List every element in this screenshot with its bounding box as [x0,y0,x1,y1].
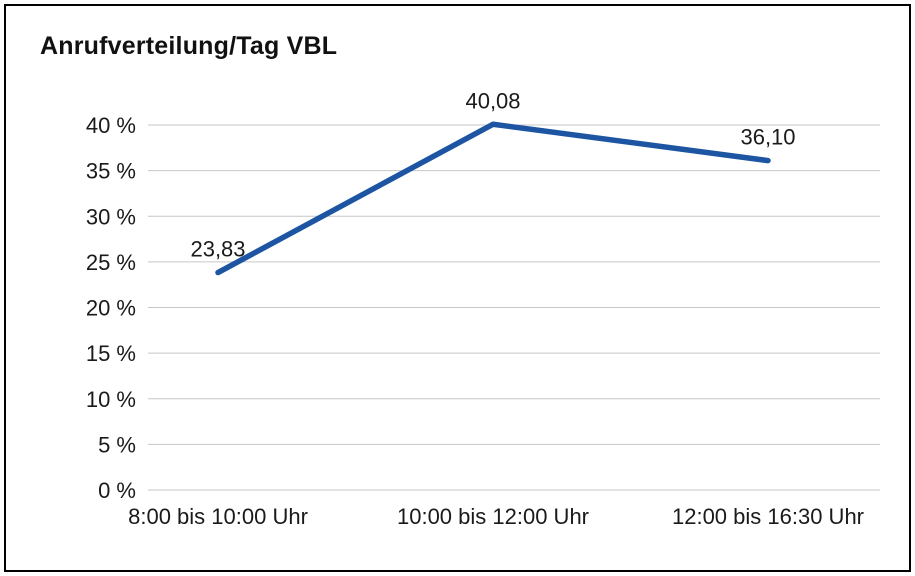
line-chart: 0 % 5 % 10 % 15 % 20 % 25 % 30 % 35 % 40 % 8:00 b… [86,88,880,529]
data-label: 40,08 [465,88,520,113]
y-axis-tick-label: 25 % [86,250,136,275]
y-axis-tick-label: 30 % [86,204,136,229]
y-axis-tick-label: 35 % [86,159,136,184]
y-axis-tick-label: 10 % [86,387,136,412]
y-axis-tick-label: 5 % [98,432,136,457]
chart-frame: Anrufverteilung/Tag VBL 0 % 5 % 10 % 15 % 20… [4,4,911,572]
y-axis-tick-label: 20 % [86,296,136,321]
x-axis-category-label: 12:00 bis 16:30 Uhr [672,504,864,529]
y-axis-tick-label: 40 % [86,113,136,138]
data-label: 23,83 [190,237,245,262]
chart-title: Anrufverteilung/Tag VBL [40,32,338,60]
data-series-line [215,121,771,276]
y-axis-tick-label: 0 % [98,478,136,503]
data-label: 36,10 [740,125,795,150]
y-axis-tick-label: 15 % [86,341,136,366]
x-axis-category-label: 10:00 bis 12:00 Uhr [397,504,589,529]
x-axis-category-label: 8:00 bis 10:00 Uhr [128,504,308,529]
